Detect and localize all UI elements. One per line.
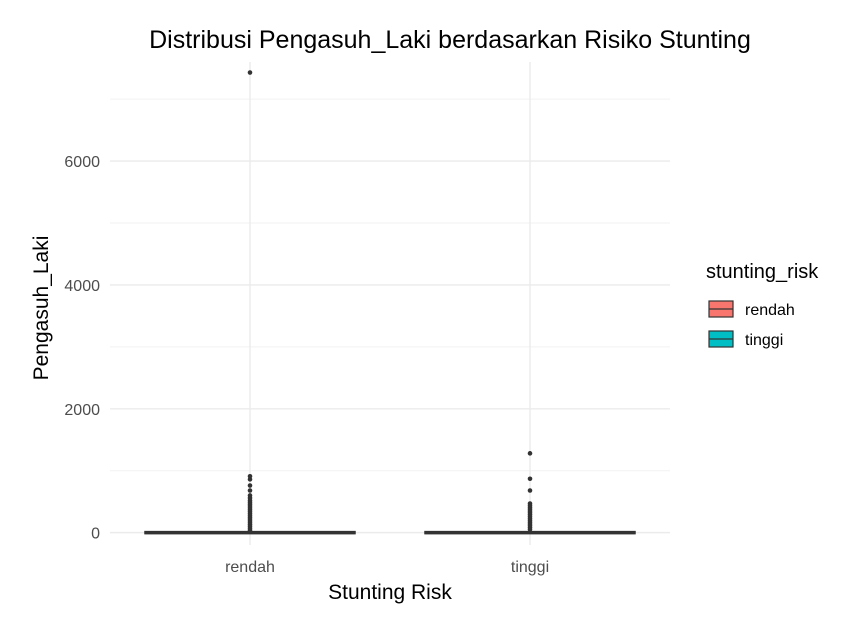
boxplot-tinggi xyxy=(424,451,636,535)
y-axis-title: Pengasuh_Laki xyxy=(30,236,53,381)
outlier-point xyxy=(527,451,533,456)
y-tick-label: 2000 xyxy=(64,402,100,419)
chart-title: Distribusi Pengasuh_Laki berdasarkan Ris… xyxy=(149,26,751,54)
boxplot-rendah xyxy=(144,70,356,535)
y-tick-label: 0 xyxy=(91,526,100,543)
outlier-point xyxy=(527,527,533,532)
x-axis-title: Stunting Risk xyxy=(328,581,452,604)
y-tick-label: 4000 xyxy=(64,278,100,295)
outlier-point xyxy=(247,483,253,488)
x-tick-label: rendah xyxy=(225,559,275,576)
outlier-point xyxy=(247,70,253,75)
plot-panel: 0 2000 4000 6000 rendah tinggi xyxy=(64,62,670,576)
legend-item-tinggi: tinggi xyxy=(707,328,783,350)
y-tick-label: 6000 xyxy=(64,154,100,171)
x-tick-label: tinggi xyxy=(511,559,549,576)
legend-label: rendah xyxy=(745,302,795,319)
legend-item-rendah: rendah xyxy=(707,298,795,320)
legend-label: tinggi xyxy=(745,332,783,349)
outlier-point xyxy=(247,488,253,493)
outlier-point xyxy=(247,527,253,533)
outlier-point xyxy=(247,477,253,482)
outlier-point xyxy=(527,476,533,482)
legend-title: stunting_risk xyxy=(706,261,819,283)
legend: stunting_risk rendah tinggi xyxy=(706,261,819,350)
outlier-point xyxy=(527,488,533,493)
